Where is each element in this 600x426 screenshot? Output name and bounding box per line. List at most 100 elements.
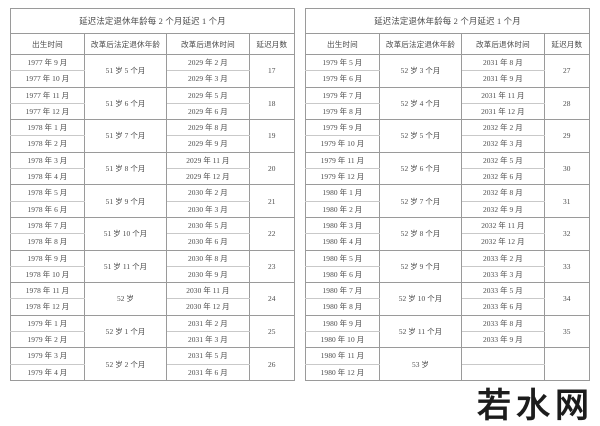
cell-retirement-date: 2029 年 5 月 [166,86,250,104]
cell-retirement-date: 2033 年 2 月 [461,249,545,267]
table-row: 1980 年 11 月 53 岁 [305,347,591,381]
cell-birth-date: 1978 年 4 月 [10,168,85,186]
cell-delay-months: 33 [543,249,591,284]
table-row: 1979 年 6 月 2031 年 9 月 [305,70,590,88]
cell-retirement-age: 52 岁 6 个月 [378,151,463,186]
table-row: 1980 年 8 月 2033 年 6 月 [305,298,590,316]
cell-retirement-date: 2033 年 8 月 [461,314,545,333]
table-row: 1980 年 10 月 2033 年 9 月 [305,331,590,349]
cell-delay-months: 21 [248,184,296,218]
cell-retirement-date: 2029 年 3 月 [166,70,250,88]
cell-retirement-date: 2033 年 5 月 [461,282,545,300]
cell-retirement-date: 2032 年 5 月 [461,151,545,170]
cell-retirement-date: 2032 年 12 月 [461,233,545,251]
table-row: 1979 年 1 月 52 岁 1 个月 2031 年 2 月 25 [10,314,296,349]
schedule-table-right-wrap: 延迟法定退休年龄每 2 个月延迟 1 个月 出生时间 改革后法定退休年龄 改革后退休时… [305,8,591,381]
table-row: 1979 年 10 月 2032 年 3 月 [305,135,590,153]
cell-retirement-date: 2031 年 5 月 [166,347,250,365]
cell-delay-months: 31 [543,184,591,218]
column-header-2: 改革后退休时间 [461,33,545,55]
cell-birth-date: 1979 年 6 月 [305,70,380,88]
table-row: 1978 年 6 月 2030 年 3 月 [10,200,295,218]
cell-retirement-date: 2030 年 9 月 [166,265,250,284]
table-row: 1979 年 12 月 2032 年 6 月 [305,168,590,186]
table-row: 1980 年 7 月 52 岁 10 个月 2033 年 5 月 34 [305,282,591,316]
cell-retirement-date: 2029 年 6 月 [166,102,250,121]
table-title-row: 延迟法定退休年龄每 2 个月延迟 1 个月 [305,8,590,34]
cell-retirement-age: 51 岁 11 个月 [83,249,168,284]
table-row: 1978 年 10 月 2030 年 9 月 [10,265,295,284]
cell-delay-months: 32 [543,216,591,251]
table-row: 1980 年 5 月 52 岁 9 个月 2033 年 2 月 33 [305,249,591,284]
cell-retirement-date: 2031 年 8 月 [461,53,545,72]
cell-birth-date: 1978 年 3 月 [10,151,85,170]
cell-birth-date: 1978 年 9 月 [10,249,85,267]
cell-retirement-date: 2032 年 11 月 [461,216,545,235]
cell-birth-date: 1978 年 8 月 [10,233,85,251]
cell-retirement-date: 2030 年 6 月 [166,233,250,251]
cell-birth-date: 1980 年 3 月 [305,216,380,235]
cell-birth-date: 1980 年 9 月 [305,314,380,333]
cell-retirement-age: 52 岁 10 个月 [378,282,463,316]
cell-delay-months: 19 [248,119,296,153]
table-row: 1977 年 11 月 51 岁 6 个月 2029 年 5 月 18 [10,86,296,121]
table-row: 1978 年 11 月 52 岁 2030 年 11 月 24 [10,282,296,316]
schedule-table-right: 延迟法定退休年龄每 2 个月延迟 1 个月 出生时间 改革后法定退休年龄 改革后退休时… [305,8,591,381]
cell-birth-date: 1979 年 9 月 [305,119,380,137]
cell-birth-date: 1978 年 12 月 [10,298,85,316]
cell-birth-date: 1980 年 7 月 [305,282,380,300]
cell-birth-date: 1977 年 12 月 [10,102,85,121]
watermark: 若水网 [477,389,594,423]
cell-retirement-age: 52 岁 5 个月 [378,119,463,153]
table-row: 1977 年 12 月 2029 年 6 月 [10,102,295,121]
table-row: 1977 年 9 月 51 岁 5 个月 2029 年 2 月 17 [10,53,296,88]
cell-retirement-date: 2031 年 2 月 [166,314,250,333]
cell-retirement-age: 51 岁 10 个月 [83,216,168,251]
table-title: 延迟法定退休年龄每 2 个月延迟 1 个月 [10,8,295,34]
cell-delay-months: 29 [543,119,591,153]
schedule-table-left-wrap: 延迟法定退休年龄每 2 个月延迟 1 个月 出生时间 改革后法定退休年龄 改革后退休时… [10,8,296,381]
table-row: 1978 年 12 月 2030 年 12 月 [10,298,295,316]
table-row: 1979 年 2 月 2031 年 3 月 [10,331,295,349]
cell-delay-months: 27 [543,54,591,88]
cell-birth-date: 1977 年 11 月 [10,86,85,104]
cell-birth-date: 1979 年 11 月 [305,151,380,170]
cell-birth-date: 1980 年 8 月 [305,298,380,316]
column-header-3: 延迟月数 [543,33,591,55]
cell-delay-months: 25 [248,314,296,349]
cell-delay-months: 35 [543,314,591,349]
table-body-right: 延迟法定退休年龄每 2 个月延迟 1 个月 出生时间 改革后法定退休年龄 改革后退休时… [305,8,591,381]
cell-delay-months [543,347,591,381]
cell-retirement-date: 2030 年 8 月 [166,249,250,267]
cell-birth-date: 1980 年 4 月 [305,233,380,251]
cell-delay-months: 26 [248,347,296,381]
schedule-table-left: 延迟法定退休年龄每 2 个月延迟 1 个月 出生时间 改革后法定退休年龄 改革后退休时… [10,8,296,381]
cell-retirement-age: 52 岁 9 个月 [378,249,463,284]
cell-retirement-age: 52 岁 7 个月 [378,184,463,218]
cell-delay-months: 28 [543,86,591,121]
table-row: 1979 年 7 月 52 岁 4 个月 2031 年 11 月 28 [305,86,591,121]
cell-delay-months: 24 [248,282,296,316]
column-header-1: 改革后法定退休年龄 [378,33,463,55]
table-title-row: 延迟法定退休年龄每 2 个月延迟 1 个月 [10,8,295,34]
cell-delay-months: 18 [248,86,296,121]
table-row: 1979 年 9 月 52 岁 5 个月 2032 年 2 月 29 [305,119,591,153]
cell-retirement-age: 52 岁 11 个月 [378,314,463,349]
table-row: 1980 年 9 月 52 岁 11 个月 2033 年 8 月 35 [305,314,591,349]
cell-retirement-age: 52 岁 4 个月 [378,86,463,121]
table-row: 1978 年 5 月 51 岁 9 个月 2030 年 2 月 21 [10,184,296,218]
cell-retirement-age: 51 岁 5 个月 [83,54,168,88]
table-row: 1980 年 2 月 2032 年 9 月 [305,200,590,218]
cell-retirement-date: 2030 年 11 月 [166,282,250,300]
cell-birth-date: 1979 年 3 月 [10,347,85,365]
cell-retirement-date: 2030 年 12 月 [166,298,250,316]
cell-retirement-date: 2029 年 8 月 [166,119,250,137]
cell-birth-date: 1978 年 11 月 [10,282,85,300]
cell-retirement-date: 2029 年 2 月 [166,53,250,72]
table-row: 1980 年 6 月 2033 年 3 月 [305,265,590,284]
cell-retirement-date [461,363,545,381]
table-row: 1978 年 1 月 51 岁 7 个月 2029 年 8 月 19 [10,119,296,153]
table-row: 1979 年 11 月 52 岁 6 个月 2032 年 5 月 30 [305,151,591,186]
cell-retirement-date: 2033 年 3 月 [461,265,545,284]
cell-retirement-age: 51 岁 6 个月 [83,86,168,121]
